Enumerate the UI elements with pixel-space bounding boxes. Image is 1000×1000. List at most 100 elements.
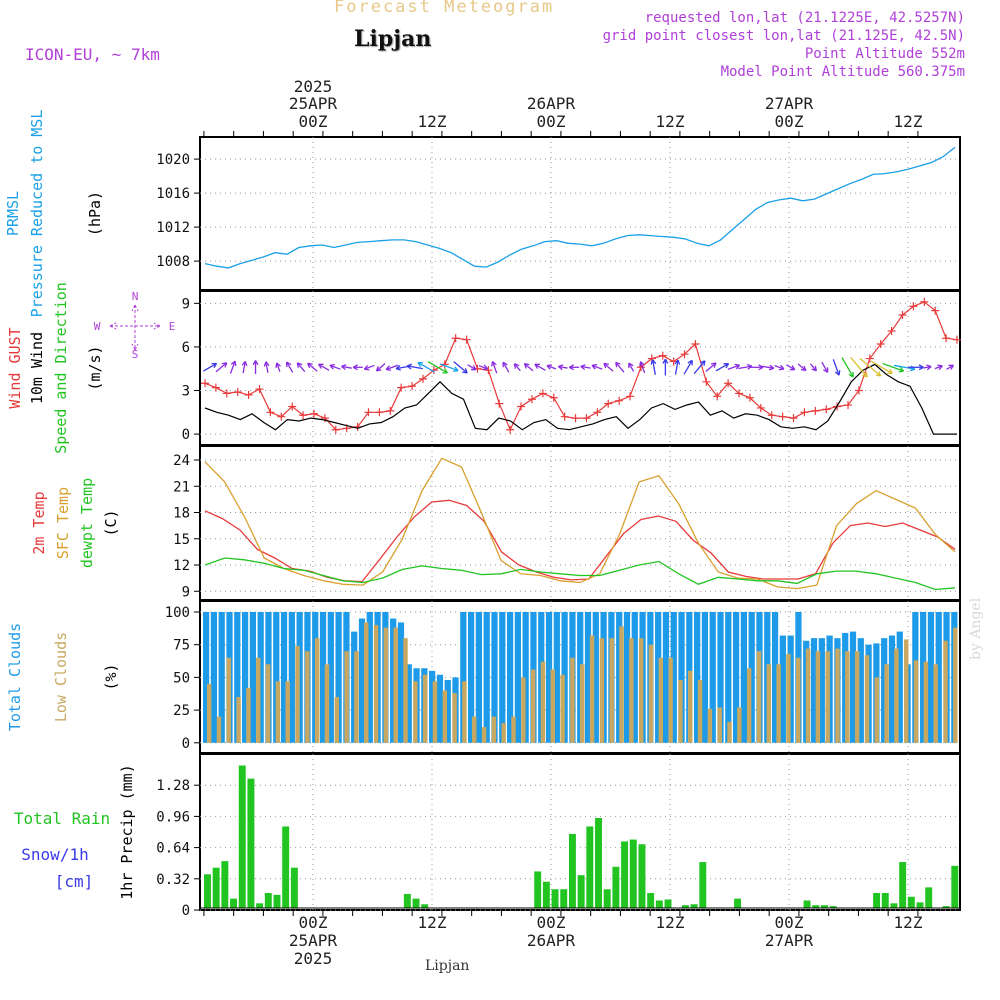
gust-marker <box>691 340 700 349</box>
low-cloud-bar <box>226 657 231 743</box>
wind-arrow-head <box>746 363 753 370</box>
rain-bar <box>577 875 585 908</box>
total-cloud-bar <box>444 680 451 743</box>
top-year-label: 2025 <box>294 77 333 96</box>
gust-marker <box>495 399 504 408</box>
low-cloud-bar <box>354 651 359 743</box>
gust-marker <box>898 310 907 319</box>
total-cloud-bar <box>818 638 825 743</box>
wind-arrow-head <box>778 364 785 371</box>
gust-marker <box>418 374 427 383</box>
top-hour-label: 12Z <box>894 112 923 131</box>
rain-bar <box>551 889 559 908</box>
gust-marker <box>844 401 853 410</box>
wind-arrow <box>265 361 269 373</box>
gust-marker <box>865 354 874 363</box>
wind-arrow-head <box>568 364 575 371</box>
wind-arrow <box>385 364 399 371</box>
total-cloud-bar <box>390 618 397 743</box>
wind-arrow-head <box>395 364 401 371</box>
low-cloud-bar <box>933 664 938 743</box>
wind-arrow-head <box>341 364 347 371</box>
wind-arrow <box>478 365 488 370</box>
rain-bar <box>256 903 264 908</box>
low-cloud-bar <box>246 687 251 743</box>
wind-arrow-head <box>470 365 477 371</box>
location-title: Lipjan <box>354 26 432 52</box>
low-cloud-bar <box>432 681 438 743</box>
total-cloud-bar <box>631 611 638 743</box>
wind-arrow <box>591 364 603 370</box>
gust-marker <box>811 406 820 415</box>
pressure-axis-label: (hPa) <box>86 191 104 236</box>
low-cloud-bar <box>904 639 909 743</box>
gust-marker <box>408 382 417 391</box>
footer-location: Lipjan <box>425 958 470 974</box>
wind-arrow <box>439 363 459 372</box>
low-cloud-bar <box>403 638 408 743</box>
low-cloud-bar <box>462 681 467 743</box>
precip-ytick-label: 1.28 <box>156 778 190 794</box>
bottom-year-label: 2025 <box>294 949 333 968</box>
rain-bar <box>647 893 655 908</box>
total-cloud-bar <box>499 611 506 743</box>
wind-arrow-head <box>462 368 468 374</box>
gust-marker <box>854 386 863 395</box>
rain-bar <box>282 826 290 908</box>
wind-arrow-head <box>442 368 448 374</box>
total-cloud-bar <box>896 631 903 743</box>
low-cloud-bar <box>491 716 497 743</box>
bottom-date-label: 27APR <box>765 931 814 950</box>
total-cloud-bar <box>522 611 529 743</box>
low-cloud-bar <box>923 661 929 743</box>
total-cloud-bar <box>771 611 779 743</box>
gust-marker <box>266 408 275 417</box>
wind-arrow-head <box>823 367 829 373</box>
wind-arrow-head <box>887 368 893 375</box>
low-cloud-bar <box>737 707 742 743</box>
wind-arrow-head <box>768 364 775 371</box>
gust-marker <box>233 387 242 396</box>
gust-marker <box>222 389 231 398</box>
temp-ytick-label: 15 <box>173 532 190 548</box>
rain-bar <box>664 899 672 908</box>
gust-marker <box>724 379 733 388</box>
gust-marker <box>876 340 885 349</box>
rain-bar <box>204 874 211 908</box>
pressure-axis-label: Pressure Reduced to MSL <box>28 110 46 318</box>
low-cloud-bar <box>589 635 595 743</box>
wind-arrow <box>674 359 679 375</box>
gust-marker <box>484 366 493 375</box>
gust-marker <box>211 383 220 392</box>
precip-legend-label: [cm] <box>55 872 94 891</box>
wind-arrow <box>639 361 646 374</box>
rain-bar <box>812 905 820 908</box>
gust-marker <box>735 389 744 398</box>
bottom-hour-label: 00Z <box>537 913 566 932</box>
wind-arrow <box>524 363 534 372</box>
total-cloud-bar <box>881 638 888 743</box>
precip-legend-label: Snow/1h <box>21 845 88 864</box>
wind-arrow <box>580 365 591 369</box>
bottom-hour-label: 12Z <box>656 913 685 932</box>
wind-arrow <box>761 365 774 369</box>
gust-marker <box>527 395 536 404</box>
rain-bar <box>230 898 238 908</box>
wind-arrow <box>534 363 546 371</box>
total-cloud-bar <box>920 611 927 743</box>
low-cloud-bar <box>796 657 801 743</box>
gust-marker <box>680 350 689 359</box>
wind-arrow-head <box>534 363 540 369</box>
compass-w: W <box>94 320 101 333</box>
total-cloud-bar <box>849 631 857 743</box>
temp-ytick-label: 24 <box>173 453 190 469</box>
total-cloud-bar <box>701 611 709 743</box>
total-cloud-bar <box>678 611 685 743</box>
wind-arrow-head <box>286 361 292 368</box>
dewpt-line <box>204 557 956 591</box>
wind-arrow-head <box>875 371 882 377</box>
clouds-ytick-label: 75 <box>173 638 190 654</box>
low-cloud-bar <box>530 669 536 743</box>
total-cloud-bar <box>257 611 264 743</box>
temp-axis-label: (C) <box>102 509 120 536</box>
